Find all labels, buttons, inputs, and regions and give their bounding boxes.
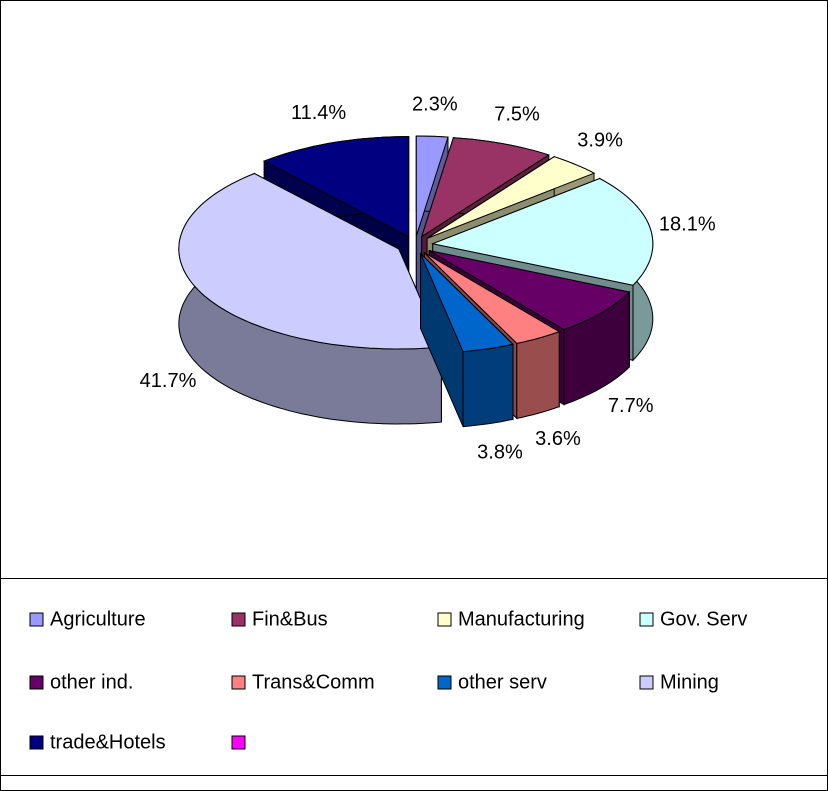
- legend-swatch: [639, 612, 654, 627]
- legend-label: Trans&Comm: [252, 671, 375, 693]
- legend-swatch: [29, 675, 44, 690]
- legend-label: Mining: [660, 671, 719, 693]
- legend-label: other ind.: [50, 671, 133, 693]
- data-label: 41.7%: [140, 370, 197, 392]
- slice-top: [262, 136, 410, 238]
- legend-swatch: [231, 735, 246, 750]
- slice-top: [428, 250, 631, 331]
- data-label: 7.5%: [494, 103, 540, 125]
- legend-swatch: [437, 612, 452, 627]
- legend-swatch: [231, 675, 246, 690]
- legend-label: Fin&Bus: [252, 608, 328, 630]
- data-label: 11.4%: [291, 102, 346, 124]
- legend-label: Manufacturing: [458, 608, 585, 630]
- legend-swatch: [639, 675, 654, 690]
- legend-label: Agriculture: [50, 608, 146, 630]
- slice-top: [178, 172, 443, 350]
- slice-top: [424, 252, 561, 344]
- data-label: 7.7%: [608, 395, 654, 417]
- legend-swatch: [29, 735, 44, 750]
- slice-top: [426, 156, 596, 239]
- slice-top: [415, 135, 449, 237]
- data-label: 3.6%: [535, 428, 581, 450]
- legend-swatch: [29, 612, 44, 627]
- slice-top: [420, 137, 550, 238]
- pie: 2.3% 7.5% 3.9% 18.1% 7.7% 3.6% 3.8% 41.7% 11.4%: [140, 94, 716, 464]
- legend-swatch: [231, 612, 246, 627]
- data-label: 3.9%: [577, 130, 623, 152]
- data-label: 18.1%: [659, 214, 716, 236]
- legend-swatch: [437, 675, 452, 690]
- legend-label: trade&Hotels: [50, 731, 166, 753]
- legend-label: other serv: [458, 671, 547, 693]
- data-label: 2.3%: [412, 94, 458, 116]
- legend: Agriculture Fin&Bus Manufacturing Gov. Serv…: [29, 608, 747, 753]
- legend-label: Gov. Serv: [660, 608, 747, 630]
- slice-top: [431, 177, 654, 286]
- legend-box: [0, 578, 828, 776]
- slice-top: [420, 253, 515, 353]
- slice-side: [516, 331, 560, 420]
- data-label: 3.8%: [477, 441, 523, 463]
- slice-side: [462, 343, 514, 428]
